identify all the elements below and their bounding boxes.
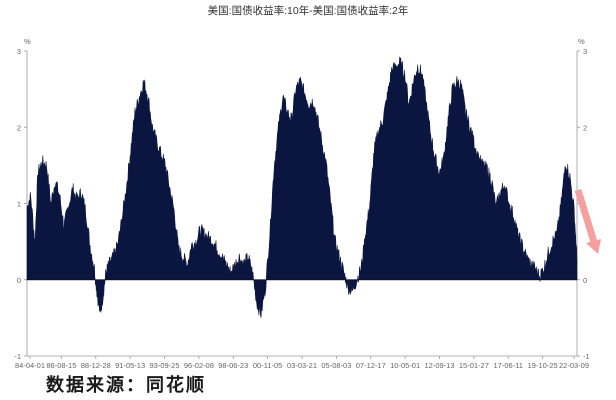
x-tick-label: 86-08-15	[46, 361, 76, 370]
left-y-tick-label: 3	[17, 47, 21, 56]
x-tick-label: 88-12-28	[81, 361, 111, 370]
x-tick-label: 96-02-08	[184, 361, 214, 370]
x-tick-label: 15-01-27	[459, 361, 489, 370]
x-tick-label: 05-08-03	[321, 361, 351, 370]
left-y-tick-label: 0	[17, 276, 21, 285]
x-tick-label: 84-04-01	[15, 361, 45, 370]
right-y-tick-label: 0	[583, 276, 587, 285]
trend-arrow-annotation	[574, 188, 601, 254]
left-y-axis: -1 0 1 2 3	[14, 47, 28, 361]
x-tick-label: 91-05-13	[115, 361, 145, 370]
x-tick-label: 10-05-01	[390, 361, 420, 370]
right-y-tick-label: 2	[583, 123, 587, 132]
x-tick-label: 93-09-25	[149, 361, 179, 370]
right-y-tick-label: -1	[583, 352, 590, 361]
trend-arrow-shaft	[574, 188, 598, 244]
x-tick-label: 98-06-23	[218, 361, 248, 370]
left-y-tick-label: -1	[14, 352, 21, 361]
x-tick-label: 03-03-21	[287, 361, 317, 370]
left-y-tick-label: 1	[17, 200, 21, 209]
chart-title: 美国:国债收益率:10年-美国:国债收益率:2年	[208, 4, 409, 17]
left-y-tick-label: 2	[17, 123, 21, 132]
x-tick-label: 19-10-25	[528, 361, 558, 370]
data-source-note: 数据来源：同花顺	[46, 375, 206, 396]
x-tick-label: 00-11-05	[253, 361, 282, 370]
x-tick-label: 22-03-09	[559, 361, 589, 370]
left-unit-label: %	[24, 37, 31, 46]
trend-arrow-head	[586, 239, 601, 254]
x-tick-label: 12-09-13	[424, 361, 454, 370]
spread-area-series	[26, 56, 578, 318]
right-unit-label: %	[578, 37, 585, 46]
x-axis: 84-04-01 86-08-15 88-12-28 91-05-13 93-09-25…	[15, 355, 589, 370]
x-tick-label: 17-06-11	[494, 361, 523, 370]
x-tick-label: 07-12-17	[356, 361, 386, 370]
right-y-tick-label: 3	[583, 47, 587, 56]
